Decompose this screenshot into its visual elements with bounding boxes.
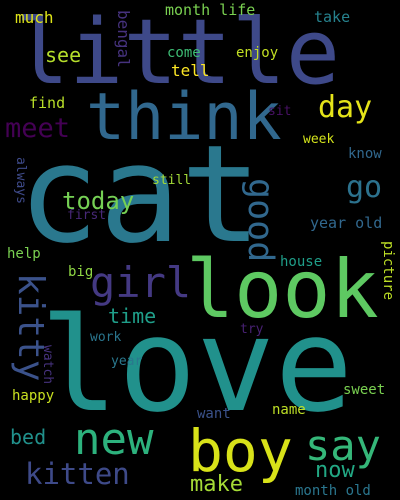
word-today: today: [62, 187, 135, 215]
word-take: take: [314, 8, 351, 26]
word-first: first: [67, 208, 107, 223]
word-come: come: [167, 45, 201, 61]
word-month-old: month old: [295, 483, 371, 499]
word-want: want: [197, 406, 231, 422]
word-look: look: [186, 243, 379, 336]
word-sit: sit: [268, 104, 292, 119]
word-name: name: [272, 402, 306, 418]
word-try: try: [240, 322, 264, 337]
word-see: see: [45, 43, 82, 67]
word-enjoy: enjoy: [236, 45, 279, 61]
word-year-old: year old: [310, 214, 383, 232]
word-new: new: [74, 414, 154, 465]
word-girl: girl: [90, 258, 192, 307]
word-watch: watch: [40, 345, 55, 385]
word-big: big: [68, 264, 94, 280]
word-kitten: kitten: [25, 457, 130, 491]
word-work: work: [90, 330, 122, 345]
word-make: make: [190, 472, 243, 497]
word-good: good: [240, 178, 280, 263]
word-go: go: [346, 170, 383, 205]
word-now: now: [315, 458, 355, 483]
word-know: know: [348, 146, 382, 162]
word-help: help: [7, 246, 41, 262]
word-boy: boy: [188, 417, 293, 485]
word-find: find: [29, 94, 66, 112]
word-day: day: [318, 90, 373, 125]
word-tell: tell: [171, 61, 210, 80]
word-happy: happy: [12, 388, 55, 404]
word-love: love: [40, 289, 354, 441]
word-picture: picture: [380, 241, 396, 301]
word-house: house: [280, 254, 323, 270]
word-always: always: [13, 157, 28, 204]
word-bed: bed: [10, 425, 47, 449]
word-time: time: [108, 304, 157, 328]
word-week: week: [303, 132, 335, 147]
word-say: say: [305, 421, 381, 470]
word-little: little: [15, 0, 341, 105]
word-still: still: [152, 173, 192, 188]
word-year: year: [111, 354, 143, 369]
word-meet: meet: [5, 113, 71, 144]
word-sweet: sweet: [343, 382, 386, 398]
word-think: think: [86, 80, 282, 155]
word-month-life: month life: [165, 1, 256, 19]
word-cat: cat: [18, 116, 262, 273]
word-much: much: [15, 8, 54, 27]
word-bengal: bengal: [114, 10, 133, 68]
